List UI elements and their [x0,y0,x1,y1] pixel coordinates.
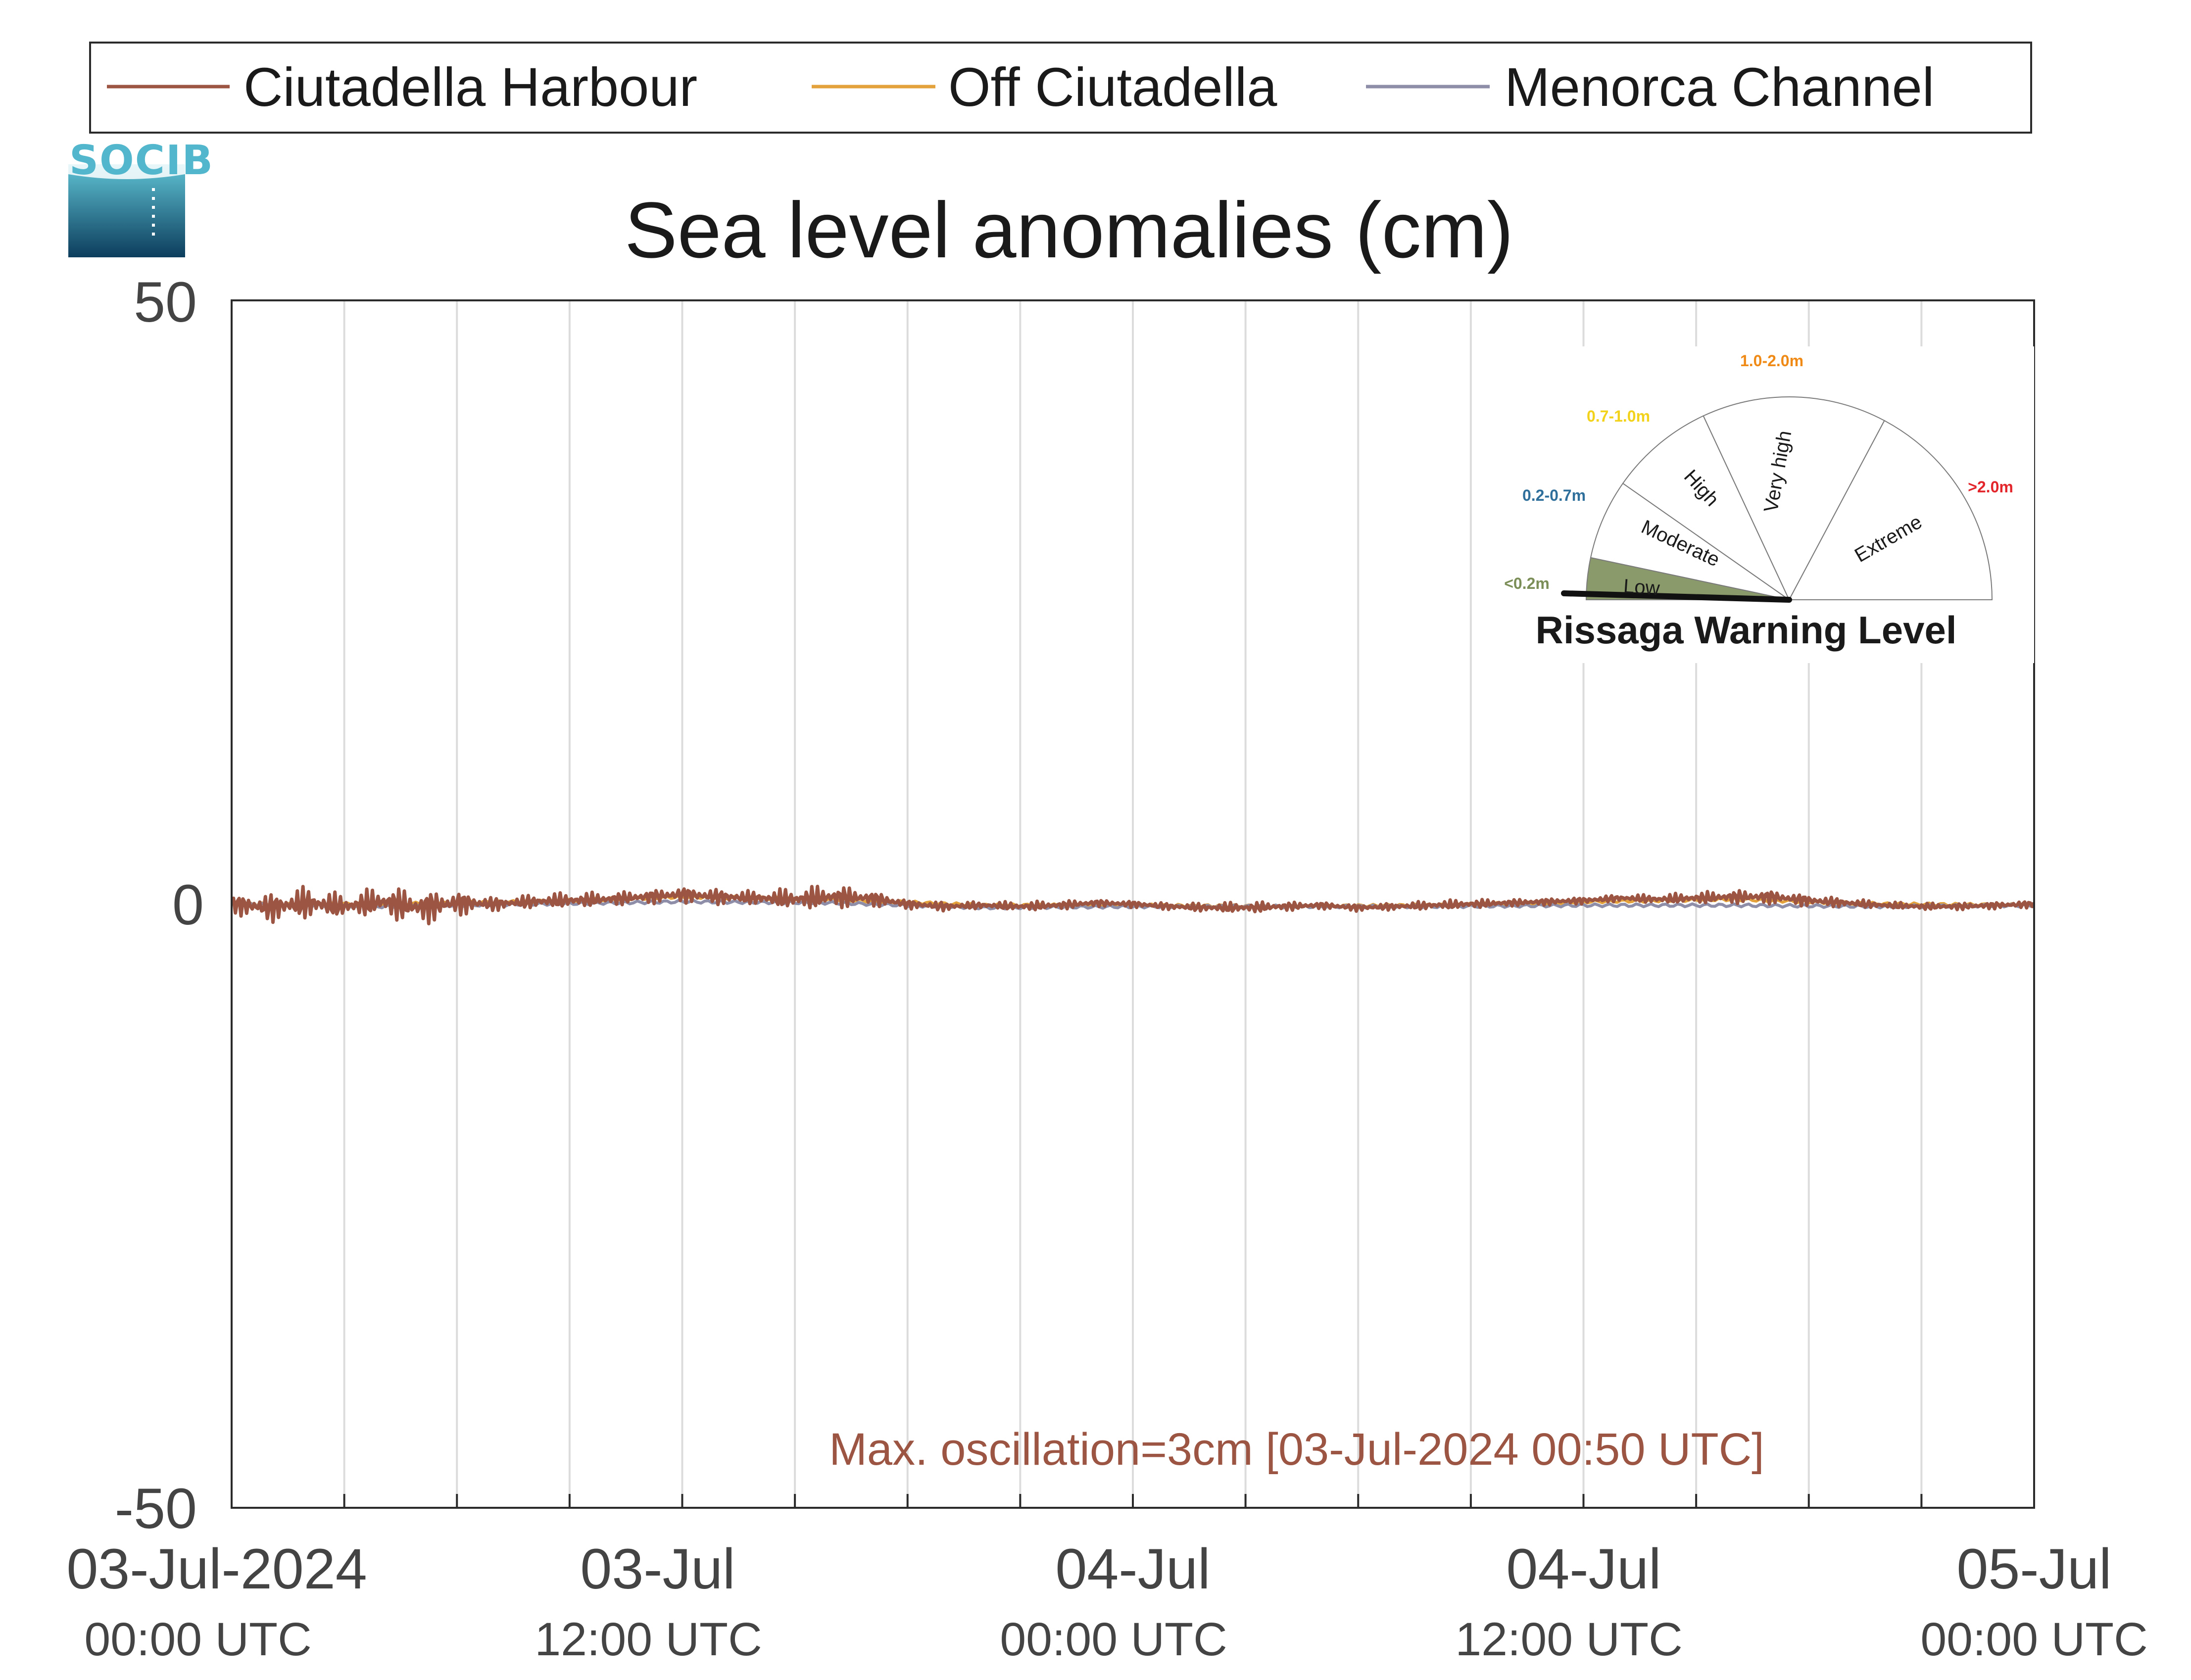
gauge-wedge-very-high [1703,396,1885,601]
y-tick-label-top: 50 [134,271,197,334]
max-oscillation-annotation: Max. oscillation=3cm [03-Jul-2024 00:50 … [829,1424,1764,1475]
gauge-wedges [1585,396,1993,601]
legend-box [89,42,2032,134]
chart-title: Sea level anomalies (cm) [625,186,1513,274]
x-tick-label-2: 04-Jul [1055,1537,1210,1601]
gauge-title: Rissaga Warning Level [1535,608,1956,652]
x-tick-sublabel-0: 00:00 UTC [84,1613,311,1666]
gauge-wedge-high [1622,415,1791,601]
x-tick-label-3: 04-Jul [1506,1537,1661,1601]
x-tick-sublabel-3: 12:00 UTC [1455,1613,1682,1666]
plot-area [231,299,2035,1509]
series-layer [232,884,2034,925]
socib-logo-gradient [68,164,185,257]
rissaga-warning-gauge: Low Moderate High Very high Extreme <0.2… [1504,346,2034,663]
y-axis-labels: 50 0 -50 [115,271,204,1540]
gauge-range-low: <0.2m [1504,575,1550,592]
gauge-needle [1561,590,1792,603]
x-tick-label-0: 03-Jul-2024 [66,1537,367,1601]
gauge-wedge-extreme [1788,420,1993,600]
series-ciutadella-harbour [232,884,2034,925]
gauge-wedge-moderate [1590,482,1790,600]
socib-logo-text: SOCIB [69,137,214,184]
socib-logo: SOCIB [68,137,214,257]
socib-logo-wave [68,164,185,179]
legend-label-off-ciutadella: Off Ciutadella [948,57,1277,118]
x-tick-sublabel-4: 00:00 UTC [1920,1613,2147,1666]
x-tick-label-4: 05-Jul [1956,1537,2111,1601]
gauge-label-low: Low [1623,576,1660,600]
x-tick-sublabel-1: 12:00 UTC [535,1613,762,1666]
legend-label-menorca-channel: Menorca Channel [1505,57,1934,118]
gauge-range-labels: <0.2m 0.2-0.7m 0.7-1.0m 1.0-2.0m >2.0m [1504,352,2013,592]
y-tick-label-bottom: -50 [115,1477,197,1540]
x-tick-label-1: 03-Jul [580,1537,735,1601]
gauge-range-moderate: 0.2-0.7m [1522,486,1586,504]
x-tick-marks [343,1494,1923,1508]
x-axis-labels: 03-Jul-2024 00:00 UTC 03-Jul 12:00 UTC 0… [66,1537,2147,1666]
legend: Ciutadella Harbour Off Ciutadella Menorc… [89,42,2032,134]
gauge-range-very-high: 1.0-2.0m [1740,352,1803,370]
x-tick-sublabel-2: 00:00 UTC [1000,1613,1227,1666]
y-tick-label-middle: 0 [172,873,204,937]
gauge-range-extreme: >2.0m [1968,478,2013,496]
gauge-range-high: 0.7-1.0m [1587,407,1650,425]
legend-label-ciutadella-harbour: Ciutadella Harbour [243,57,697,118]
